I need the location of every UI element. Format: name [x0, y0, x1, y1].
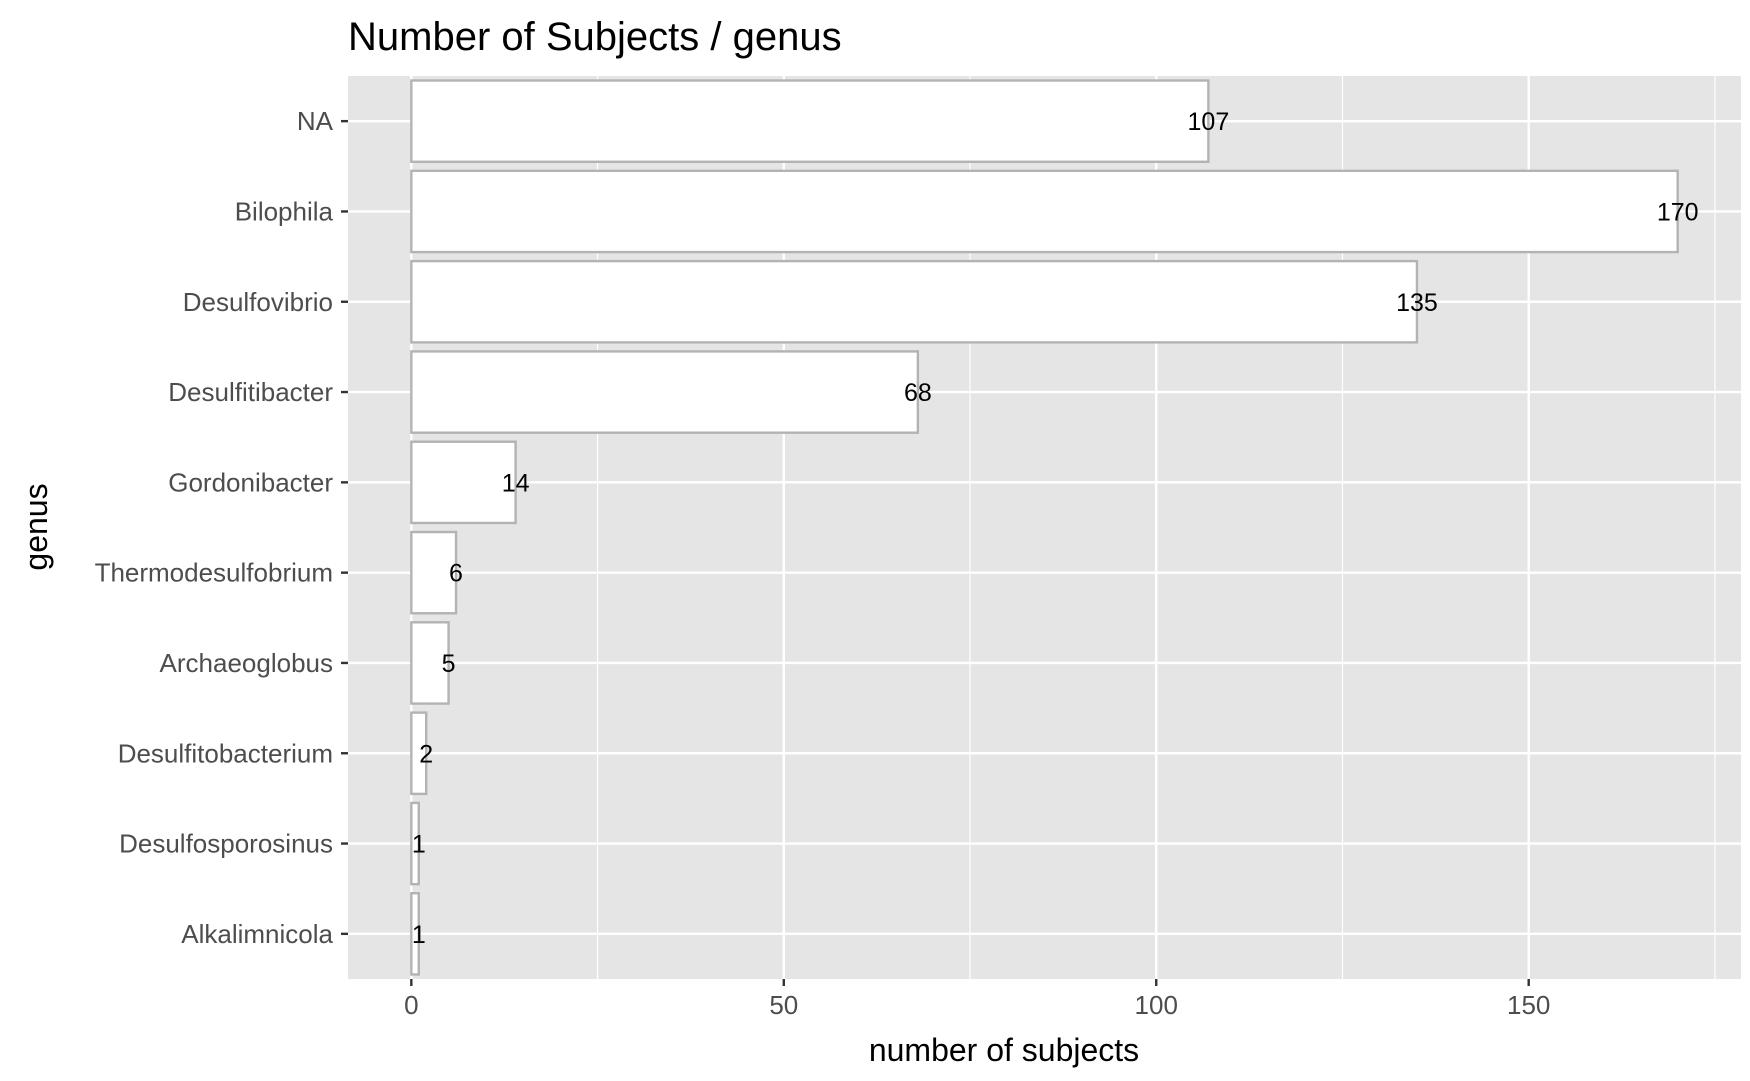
- data-labels: 107 170 135 68 14 6 5 2 1 1: [412, 108, 1699, 949]
- y-tick-label: Desulfovibrio: [183, 287, 333, 317]
- bar: [410, 801, 420, 886]
- bar: [410, 259, 1419, 344]
- data-label: 5: [442, 650, 456, 678]
- bar: [410, 440, 517, 525]
- data-label: 107: [1188, 108, 1230, 136]
- data-label: 68: [904, 379, 932, 407]
- y-axis-title: genus: [18, 483, 54, 570]
- y-tick-label: Thermodesulfobrium: [95, 558, 333, 588]
- x-axis: 0 50 100 150: [404, 979, 1550, 1020]
- bar: [410, 350, 920, 434]
- data-label: 170: [1657, 198, 1699, 226]
- y-tick-label: Gordonibacter: [168, 467, 333, 497]
- y-tick-label: Archaeoglobus: [160, 648, 333, 678]
- y-tick-label: Alkalimnicola: [181, 919, 333, 949]
- y-axis: NA Bilophila Desulfovibrio Desulfitibacter G…: [95, 106, 348, 949]
- bar: [410, 711, 428, 796]
- bar: [410, 79, 1210, 163]
- y-tick-label: Desulfitobacterium: [118, 738, 333, 768]
- x-axis-title: number of subjects: [869, 1032, 1139, 1068]
- data-label: 2: [419, 740, 433, 768]
- data-label: 1: [412, 921, 426, 949]
- bar: [410, 530, 458, 615]
- bar: [410, 892, 420, 976]
- x-tick-label: 150: [1507, 990, 1550, 1020]
- bars: [410, 79, 1679, 976]
- y-tick-label: Desulfosporosinus: [119, 829, 333, 859]
- x-tick-label: 0: [404, 990, 418, 1020]
- y-tick-label: Bilophila: [235, 196, 334, 226]
- bar: [410, 169, 1679, 254]
- x-tick-label: 100: [1135, 990, 1178, 1020]
- data-label: 14: [502, 469, 530, 497]
- chart-title: Number of Subjects / genus: [348, 15, 842, 59]
- bar: [410, 621, 450, 705]
- data-label: 135: [1396, 289, 1438, 317]
- data-label: 1: [412, 831, 426, 859]
- x-tick-label: 50: [769, 990, 798, 1020]
- data-label: 6: [449, 560, 463, 588]
- y-tick-label: NA: [297, 106, 334, 136]
- y-tick-label: Desulfitibacter: [168, 377, 333, 407]
